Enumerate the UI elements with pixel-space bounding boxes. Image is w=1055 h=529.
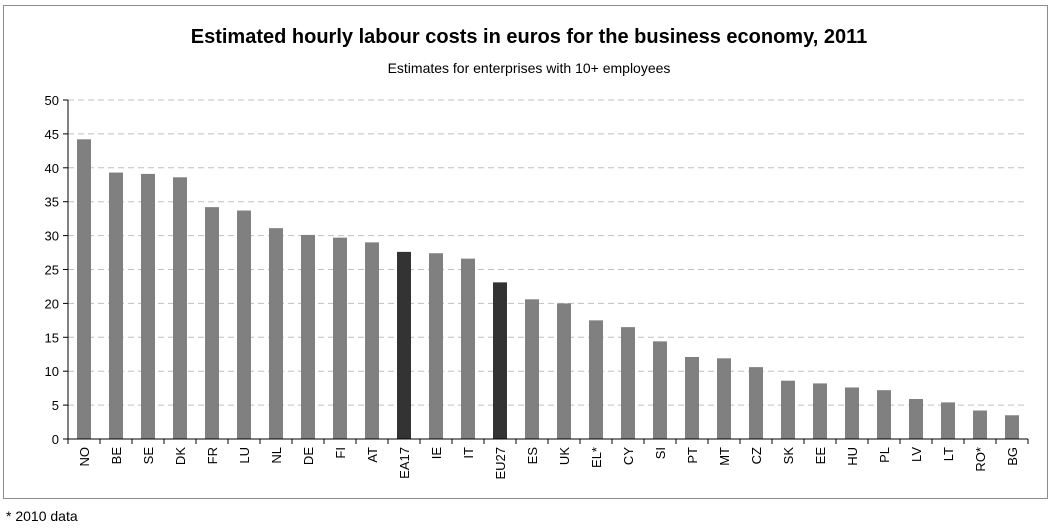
y-tick-label: 50 [45,93,59,108]
bar [141,173,155,440]
x-tick-label: HU [845,447,860,466]
bar [333,237,347,439]
chart-subtitle: Estimates for enterprises with 10+ emplo… [387,60,671,76]
x-tick-label: DK [173,447,188,465]
bar [77,139,91,439]
x-tick-label: MT [717,447,732,466]
x-tick-label: FI [333,447,348,459]
bar [237,210,251,439]
x-tick-label: FR [205,447,220,464]
x-tick-label: ES [525,447,540,465]
x-tick-label: IE [429,447,444,460]
y-tick-label: 10 [45,364,59,379]
y-tick-label: 20 [45,296,59,311]
x-tick-label: EA17 [397,447,412,479]
x-tick-label: PT [685,447,700,464]
y-tick-label: 30 [45,229,59,244]
footnote: * 2010 data [6,508,78,524]
bar [845,387,859,439]
x-tick-label: CY [621,447,636,465]
bar [1005,415,1019,439]
bar [589,320,603,439]
bar [973,410,987,439]
x-tick-label: RO* [973,447,988,472]
y-tick-label: 15 [45,330,59,345]
bar [781,380,795,439]
x-tick-label: SK [781,447,796,465]
bar [397,251,411,439]
bar [269,228,283,439]
x-tick-label: LV [909,447,924,462]
x-tick-label: IT [461,447,476,459]
x-tick-label: UK [557,447,572,465]
y-tick-label: 5 [52,398,59,413]
x-tick-label: EE [813,447,828,465]
y-tick-label: 0 [52,432,59,447]
bar [525,299,539,439]
x-tick-label: NL [269,447,284,464]
bar [813,383,827,439]
chart-title: Estimated hourly labour costs in euros f… [190,26,868,48]
bar [109,172,123,439]
bar [493,282,507,439]
x-tick-label: EU27 [493,447,508,480]
x-tick-label: LT [941,447,956,461]
x-tick-label: LU [237,447,252,464]
bar [205,207,219,439]
bar [717,358,731,439]
x-tick-label: PL [877,447,892,463]
bar [749,367,763,439]
bar [941,402,955,439]
y-tick-label: 45 [45,127,59,142]
bar [173,177,187,440]
y-tick-label: 25 [45,263,59,278]
bar [461,258,475,439]
x-tick-label: CZ [749,447,764,464]
bar [877,390,891,439]
bar [685,356,699,439]
x-tick-label: BG [1005,447,1020,466]
x-tick-label: SI [653,447,668,459]
x-tick-label: EL* [589,447,604,468]
x-tick-label: BE [109,447,124,465]
bar [621,327,635,439]
bar [557,303,571,439]
x-tick-label: DE [301,447,316,465]
y-tick-label: 35 [45,195,59,210]
bar [365,242,379,439]
bar [429,253,443,439]
bar [301,234,315,439]
bar [653,341,667,439]
y-tick-label: 40 [45,161,59,176]
x-tick-label: NO [77,447,92,467]
x-tick-label: SE [141,447,156,465]
bar [909,398,923,439]
x-tick-label: AT [365,447,380,463]
